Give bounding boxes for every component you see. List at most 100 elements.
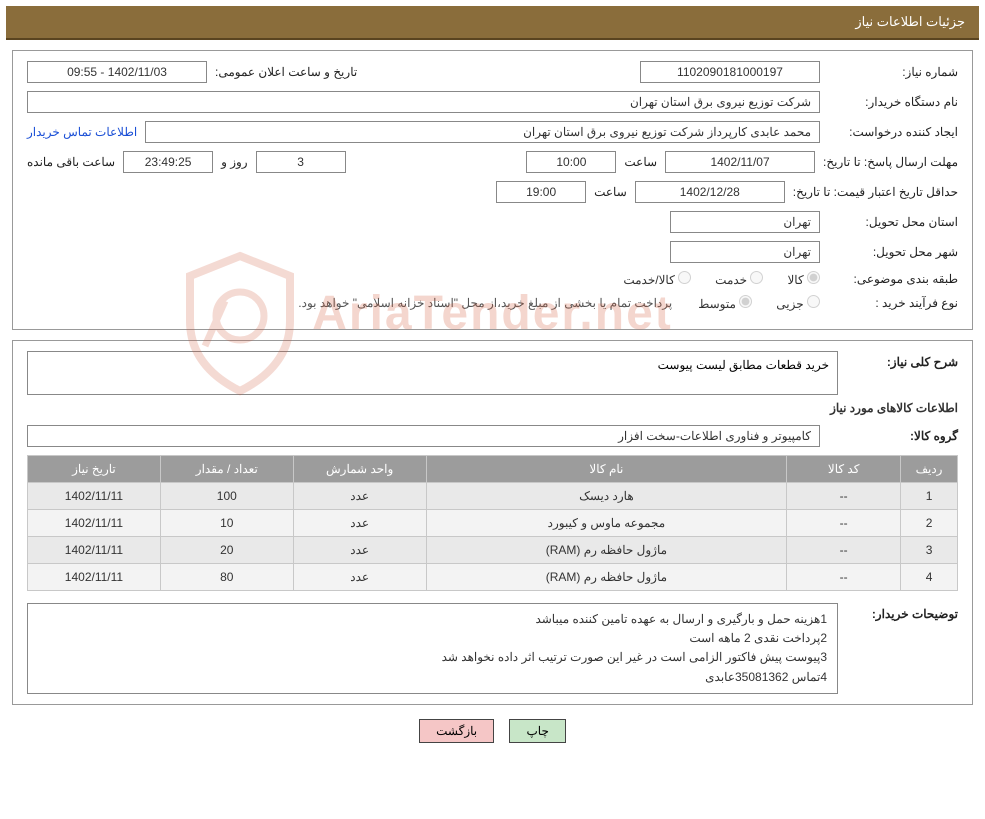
table-cell: 100 <box>160 483 293 510</box>
radio-goods[interactable]: کالا <box>787 271 820 287</box>
table-cell: ماژول حافظه رم (RAM) <box>426 564 787 591</box>
radio-partial[interactable]: جزیی <box>776 295 820 311</box>
province-label: استان محل تحویل: <box>828 215 958 229</box>
header-title: جزئیات اطلاعات نیاز <box>855 14 965 29</box>
radio-medium[interactable]: متوسط <box>698 295 752 311</box>
group-value: کامپیوتر و فناوری اطلاعات-سخت افزار <box>27 425 820 447</box>
process-label: نوع فرآیند خرید : <box>828 296 958 310</box>
table-cell: 2 <box>901 510 958 537</box>
validity-time: 19:00 <box>496 181 586 203</box>
table-cell: 1402/11/11 <box>28 483 161 510</box>
table-cell: 4 <box>901 564 958 591</box>
time-label-1: ساعت <box>624 155 657 169</box>
back-button[interactable]: بازگشت <box>419 719 494 743</box>
category-label: طبقه بندی موضوعی: <box>828 272 958 286</box>
contact-link[interactable]: اطلاعات تماس خریدار <box>27 125 137 139</box>
announce-label: تاریخ و ساعت اعلان عمومی: <box>215 65 357 79</box>
table-cell: مجموعه ماوس و کیبورد <box>426 510 787 537</box>
table-body: 1--هارد دیسکعدد1001402/11/112--مجموعه ما… <box>28 483 958 591</box>
buyer-notes-box: 1هزینه حمل و بارگیری و ارسال به عهده تام… <box>27 603 838 694</box>
table-cell: هارد دیسک <box>426 483 787 510</box>
table-cell: 10 <box>160 510 293 537</box>
row-requester: ایجاد کننده درخواست: محمد عابدی کارپرداز… <box>27 121 958 143</box>
table-cell: عدد <box>293 537 426 564</box>
page-header: جزئیات اطلاعات نیاز <box>6 6 979 40</box>
group-label: گروه کالا: <box>828 429 958 443</box>
table-row: 2--مجموعه ماوس و کیبوردعدد101402/11/11 <box>28 510 958 537</box>
days-and: روز و <box>221 155 248 169</box>
buyer-notes-label: توضیحات خریدار: <box>848 603 958 621</box>
announce-value: 1402/11/03 - 09:55 <box>27 61 207 83</box>
row-description: شرح کلی نیاز: <box>27 351 958 395</box>
print-button[interactable]: چاپ <box>509 719 565 743</box>
row-need-number: شماره نیاز: 1102090181000197 تاریخ و ساع… <box>27 61 958 83</box>
table-cell: عدد <box>293 483 426 510</box>
requester-value: محمد عابدی کارپرداز شرکت توزیع نیروی برق… <box>145 121 820 143</box>
table-cell: 1402/11/11 <box>28 510 161 537</box>
buyer-org-value: شرکت توزیع نیروی برق استان تهران <box>27 91 820 113</box>
table-cell: 3 <box>901 537 958 564</box>
radio-goods-service[interactable]: کالا/خدمت <box>623 271 691 287</box>
table-header-row: ردیف کد کالا نام کالا واحد شمارش تعداد /… <box>28 456 958 483</box>
requester-label: ایجاد کننده درخواست: <box>828 125 958 139</box>
info-section: شماره نیاز: 1102090181000197 تاریخ و ساع… <box>12 50 973 330</box>
col-qty: تعداد / مقدار <box>160 456 293 483</box>
buyer-note-line: 3پیوست پیش فاکتور الزامی است در غیر این … <box>38 648 827 667</box>
col-unit: واحد شمارش <box>293 456 426 483</box>
payment-note: پرداخت تمام یا بخشی از مبلغ خرید،از محل … <box>298 296 672 310</box>
row-buyer-notes: توضیحات خریدار: 1هزینه حمل و بارگیری و ا… <box>27 603 958 694</box>
deadline-date: 1402/11/07 <box>665 151 815 173</box>
col-name: نام کالا <box>426 456 787 483</box>
col-code: کد کالا <box>787 456 901 483</box>
items-table: ردیف کد کالا نام کالا واحد شمارش تعداد /… <box>27 455 958 591</box>
col-date: تاریخ نیاز <box>28 456 161 483</box>
category-radios: کالا خدمت کالا/خدمت <box>605 271 820 287</box>
city-value: تهران <box>670 241 820 263</box>
row-city: شهر محل تحویل: تهران <box>27 241 958 263</box>
table-cell: -- <box>787 564 901 591</box>
days-value: 3 <box>256 151 346 173</box>
remaining-label: ساعت باقی مانده <box>27 155 115 169</box>
need-number-value: 1102090181000197 <box>640 61 820 83</box>
buyer-org-label: نام دستگاه خریدار: <box>828 95 958 109</box>
table-cell: -- <box>787 537 901 564</box>
table-cell: عدد <box>293 510 426 537</box>
buyer-note-line: 1هزینه حمل و بارگیری و ارسال به عهده تام… <box>38 610 827 629</box>
row-group: گروه کالا: کامپیوتر و فناوری اطلاعات-سخت… <box>27 425 958 447</box>
validity-date: 1402/12/28 <box>635 181 785 203</box>
table-row: 4--ماژول حافظه رم (RAM)عدد801402/11/11 <box>28 564 958 591</box>
detail-section: شرح کلی نیاز: اطلاعات کالاهای مورد نیاز … <box>12 340 973 705</box>
row-category: طبقه بندی موضوعی: کالا خدمت کالا/خدمت <box>27 271 958 287</box>
table-cell: 1402/11/11 <box>28 564 161 591</box>
row-validity: حداقل تاریخ اعتبار قیمت: تا تاریخ: 1402/… <box>27 181 958 203</box>
process-radios: جزیی متوسط <box>680 295 820 311</box>
buyer-note-line: 2پرداخت نقدی 2 ماهه است <box>38 629 827 648</box>
row-process: نوع فرآیند خرید : جزیی متوسط پرداخت تمام… <box>27 295 958 311</box>
table-row: 1--هارد دیسکعدد1001402/11/11 <box>28 483 958 510</box>
time-label-2: ساعت <box>594 185 627 199</box>
footer-buttons: چاپ بازگشت <box>0 719 985 743</box>
buyer-note-line: 4تماس 35081362عابدی <box>38 668 827 687</box>
table-cell: 1402/11/11 <box>28 537 161 564</box>
deadline-time: 10:00 <box>526 151 616 173</box>
row-buyer-org: نام دستگاه خریدار: شرکت توزیع نیروی برق … <box>27 91 958 113</box>
table-cell: عدد <box>293 564 426 591</box>
table-cell: 80 <box>160 564 293 591</box>
table-cell: -- <box>787 510 901 537</box>
need-number-label: شماره نیاز: <box>828 65 958 79</box>
table-cell: ماژول حافظه رم (RAM) <box>426 537 787 564</box>
countdown: 23:49:25 <box>123 151 213 173</box>
desc-text[interactable] <box>27 351 838 395</box>
col-row: ردیف <box>901 456 958 483</box>
table-cell: -- <box>787 483 901 510</box>
radio-service[interactable]: خدمت <box>715 271 763 287</box>
validity-label: حداقل تاریخ اعتبار قیمت: تا تاریخ: <box>793 185 958 199</box>
table-cell: 1 <box>901 483 958 510</box>
row-deadline: مهلت ارسال پاسخ: تا تاریخ: 1402/11/07 سا… <box>27 151 958 173</box>
row-province: استان محل تحویل: تهران <box>27 211 958 233</box>
province-value: تهران <box>670 211 820 233</box>
desc-label: شرح کلی نیاز: <box>848 351 958 369</box>
table-cell: 20 <box>160 537 293 564</box>
city-label: شهر محل تحویل: <box>828 245 958 259</box>
items-heading: اطلاعات کالاهای مورد نیاز <box>27 401 958 415</box>
